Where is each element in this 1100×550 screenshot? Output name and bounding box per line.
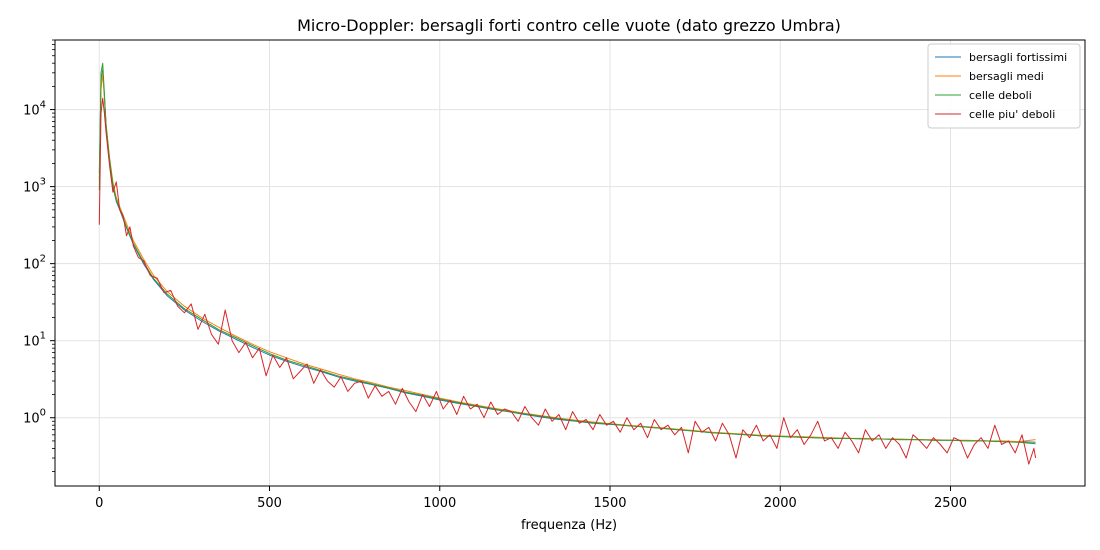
plot-frame [54, 39, 1086, 487]
y-tick-base: 10 [23, 335, 40, 350]
y-tick-base: 10 [23, 104, 40, 119]
x-axis: 0 500 1000 1500 2000 2500 [95, 486, 967, 511]
y-tick-label: 103 [23, 177, 46, 196]
x-tick-label: 1000 [423, 496, 456, 511]
legend-label: bersagli medi [969, 70, 1044, 83]
y-tick-exponent: 1 [40, 331, 46, 342]
y-tick-label: 101 [23, 331, 46, 350]
series-line-2 [98, 62, 1036, 445]
y-tick-base: 10 [23, 181, 40, 196]
x-tick-label: 1500 [593, 496, 626, 511]
legend-label: celle piu' deboli [969, 108, 1055, 121]
y-tick-base: 10 [23, 258, 40, 273]
x-tick-label: 2000 [764, 496, 797, 511]
y-tick-exponent: 2 [40, 254, 46, 265]
y-tick-base: 10 [23, 412, 40, 427]
x-tick-label: 0 [95, 496, 103, 511]
x-tick-label: 500 [257, 496, 282, 511]
y-tick-exponent: 3 [40, 177, 46, 188]
series-line-3 [98, 97, 1037, 465]
y-tick-label: 102 [23, 254, 46, 273]
x-tick-label: 2500 [934, 496, 967, 511]
legend-box [927, 43, 1081, 129]
grid [55, 40, 1085, 486]
legend: bersagli fortissimi bersagli medi celle de… [927, 43, 1081, 129]
y-tick-exponent: 4 [40, 100, 46, 111]
chart-title: Micro-Doppler: bersagli forti contro cel… [297, 16, 841, 35]
y-tick-label: 104 [23, 100, 46, 119]
y-tick-label: 100 [23, 408, 46, 427]
x-axis-label: frequenza (Hz) [521, 518, 617, 533]
legend-label: bersagli fortissimi [969, 51, 1067, 64]
legend-label: celle deboli [969, 89, 1032, 102]
y-tick-exponent: 0 [40, 408, 46, 419]
plot-area [98, 62, 1037, 465]
